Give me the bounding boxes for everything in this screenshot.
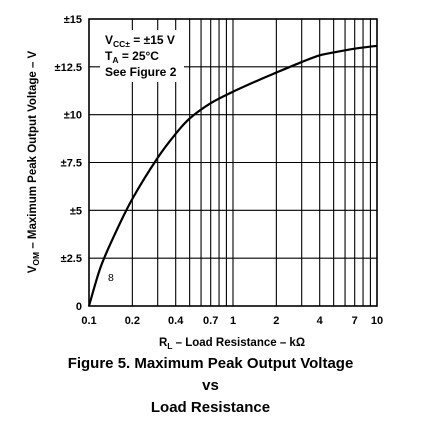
y-tick-label: ±7.5 <box>61 158 82 170</box>
conditions-box <box>100 30 184 82</box>
y-tick-label: ±10 <box>64 110 82 122</box>
y-tick-label: ±5 <box>70 205 82 217</box>
condition-supply: VCC± = ±15 V <box>105 33 175 49</box>
series-curve <box>87 44 378 307</box>
condition-temperature: TA = 25°C <box>105 49 159 65</box>
grid-lines <box>89 19 377 306</box>
x-tick-labels: 0.1 0.2 0.4 0.7 1 2 4 7 10 <box>81 315 383 327</box>
x-tick-label: 7 <box>352 315 358 327</box>
plot-frame <box>88 18 378 307</box>
x-tick-label: 0.2 <box>125 315 140 327</box>
y-axis-label: VOM – Maximum Peak Output Voltage – V <box>27 50 41 273</box>
y-tick-label: 0 <box>76 301 82 313</box>
y-tick-label: ±12.5 <box>55 62 82 74</box>
condition-figure-ref: See Figure 2 <box>105 65 177 79</box>
x-axis-label: RL – Load Resistance – kΩ <box>159 337 305 351</box>
figure-caption-subject: Load Resistance <box>150 399 271 416</box>
y-tick-labels: 0 ±2.5 ±5 ±7.5 ±10 ±12.5 ±15 <box>55 14 82 313</box>
y-tick-label: ±15 <box>64 14 82 26</box>
annotation-label: 8 <box>108 272 114 284</box>
figure-caption-title: Figure 5. Maximum Peak Output Voltage <box>67 355 354 372</box>
x-tick-label: 4 <box>317 315 324 327</box>
x-tick-label: 10 <box>371 315 383 327</box>
figure-caption-vs: vs <box>202 377 219 394</box>
x-tick-label: 0.4 <box>168 315 184 327</box>
x-tick-label: 0.1 <box>81 315 96 327</box>
x-tick-label: 1 <box>230 315 236 327</box>
y-tick-label: ±2.5 <box>61 253 82 265</box>
x-tick-label: 0.7 <box>203 315 218 327</box>
x-tick-label: 2 <box>273 315 279 327</box>
